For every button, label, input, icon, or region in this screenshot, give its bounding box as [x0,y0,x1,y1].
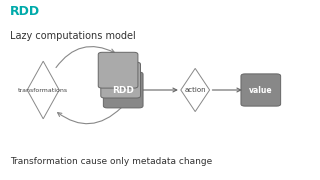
Text: action: action [184,87,206,93]
Text: Lazy computations model: Lazy computations model [10,31,135,41]
Text: RDD: RDD [112,86,134,94]
FancyBboxPatch shape [101,62,140,98]
FancyBboxPatch shape [241,74,281,106]
FancyBboxPatch shape [98,52,138,88]
Text: Transformation cause only metadata change: Transformation cause only metadata chang… [10,157,212,166]
Text: RDD: RDD [10,5,40,18]
Polygon shape [181,68,210,112]
Text: transformations: transformations [18,87,68,93]
Text: value: value [249,86,273,94]
FancyBboxPatch shape [103,72,143,108]
Polygon shape [27,61,59,119]
